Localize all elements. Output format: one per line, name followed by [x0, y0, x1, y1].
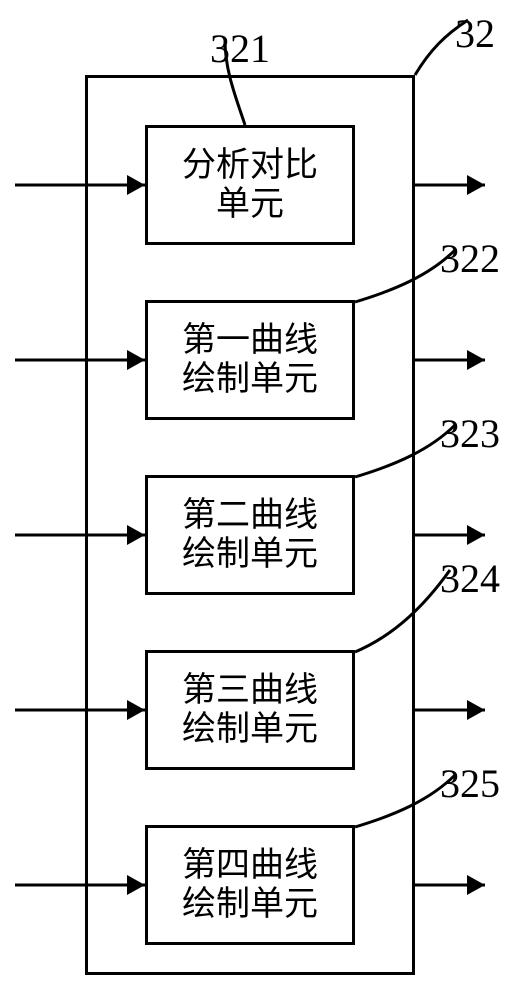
unit-curve-4: 第四曲线 绘制单元	[145, 825, 355, 945]
ref-label-325: 325	[440, 760, 500, 807]
unit-line1: 第三曲线	[182, 672, 318, 709]
ref-label-322: 322	[440, 235, 500, 282]
unit-line1: 第二曲线	[182, 497, 318, 534]
ref-label-321: 321	[210, 25, 270, 72]
unit-line1: 第四曲线	[182, 847, 318, 884]
unit-line2: 绘制单元	[182, 361, 318, 398]
ref-label-323: 323	[440, 410, 500, 457]
unit-line1: 分析对比	[182, 147, 318, 184]
ref-label-32: 32	[455, 10, 495, 57]
unit-line2: 单元	[216, 186, 284, 223]
unit-line2: 绘制单元	[182, 886, 318, 923]
unit-line1: 第一曲线	[182, 322, 318, 359]
unit-curve-3: 第三曲线 绘制单元	[145, 650, 355, 770]
unit-analysis-compare: 分析对比 单元	[145, 125, 355, 245]
unit-line2: 绘制单元	[182, 711, 318, 748]
unit-curve-2: 第二曲线 绘制单元	[145, 475, 355, 595]
unit-line2: 绘制单元	[182, 536, 318, 573]
ref-label-324: 324	[440, 555, 500, 602]
unit-curve-1: 第一曲线 绘制单元	[145, 300, 355, 420]
